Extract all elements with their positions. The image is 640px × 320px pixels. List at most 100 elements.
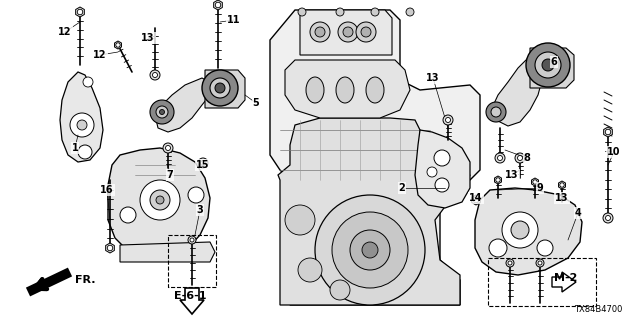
Circle shape (605, 129, 611, 135)
Text: 13: 13 (505, 170, 519, 180)
Polygon shape (472, 195, 481, 205)
Circle shape (150, 190, 170, 210)
Circle shape (315, 195, 425, 305)
Circle shape (156, 106, 168, 118)
Circle shape (356, 22, 376, 42)
Circle shape (156, 196, 164, 204)
Circle shape (361, 27, 371, 37)
Circle shape (532, 180, 537, 184)
Circle shape (108, 245, 113, 251)
Text: FR.: FR. (75, 275, 95, 285)
Text: 6: 6 (550, 57, 557, 67)
Text: 16: 16 (100, 185, 114, 195)
Text: 14: 14 (469, 193, 483, 203)
Circle shape (330, 280, 350, 300)
Circle shape (188, 236, 196, 244)
Circle shape (603, 213, 613, 223)
Text: 12: 12 (93, 50, 107, 60)
Polygon shape (214, 0, 222, 10)
Text: 8: 8 (524, 153, 531, 163)
Circle shape (159, 109, 164, 115)
Circle shape (116, 43, 120, 47)
Circle shape (336, 8, 344, 16)
Circle shape (152, 73, 157, 77)
Polygon shape (475, 188, 582, 275)
Circle shape (83, 77, 93, 87)
Text: 2: 2 (399, 183, 405, 193)
Circle shape (537, 240, 553, 256)
Circle shape (473, 197, 479, 203)
Circle shape (427, 167, 437, 177)
Polygon shape (559, 181, 566, 189)
Text: 13: 13 (556, 193, 569, 203)
Circle shape (535, 52, 561, 78)
Circle shape (298, 8, 306, 16)
Text: 13: 13 (141, 33, 155, 43)
Text: 11: 11 (227, 15, 241, 25)
Text: E-6-1: E-6-1 (173, 291, 206, 301)
Circle shape (496, 178, 500, 182)
Circle shape (350, 230, 390, 270)
Circle shape (150, 70, 160, 80)
Circle shape (200, 161, 205, 165)
Polygon shape (552, 272, 576, 292)
Circle shape (406, 8, 414, 16)
Circle shape (506, 259, 514, 267)
Polygon shape (604, 127, 612, 137)
Ellipse shape (306, 77, 324, 103)
Circle shape (497, 156, 502, 161)
Circle shape (486, 102, 506, 122)
Circle shape (70, 113, 94, 137)
Circle shape (215, 83, 225, 93)
Bar (168, 235, 216, 287)
Circle shape (518, 156, 522, 161)
Text: 5: 5 (253, 98, 259, 108)
Circle shape (77, 9, 83, 15)
Text: TX84B4700: TX84B4700 (574, 306, 622, 315)
Polygon shape (180, 288, 204, 314)
Polygon shape (60, 72, 103, 162)
Circle shape (362, 242, 378, 258)
Circle shape (140, 180, 180, 220)
Circle shape (542, 59, 554, 71)
Text: 15: 15 (196, 160, 210, 170)
Polygon shape (495, 176, 502, 184)
Polygon shape (106, 243, 115, 253)
Polygon shape (530, 48, 574, 88)
Circle shape (536, 259, 544, 267)
Polygon shape (155, 78, 215, 132)
Circle shape (120, 207, 136, 223)
Circle shape (435, 178, 449, 192)
Circle shape (190, 238, 194, 242)
Circle shape (343, 27, 353, 37)
Circle shape (150, 100, 174, 124)
Circle shape (508, 261, 512, 265)
Ellipse shape (366, 77, 384, 103)
Circle shape (332, 212, 408, 288)
Circle shape (515, 153, 525, 163)
Circle shape (77, 120, 87, 130)
Text: 7: 7 (166, 170, 173, 180)
Circle shape (310, 22, 330, 42)
Circle shape (166, 146, 170, 150)
Polygon shape (115, 41, 122, 49)
Polygon shape (300, 10, 392, 55)
Text: 9: 9 (536, 183, 543, 193)
Bar (488, 258, 596, 306)
Polygon shape (120, 242, 215, 262)
Polygon shape (492, 58, 542, 126)
Polygon shape (532, 178, 538, 186)
Circle shape (338, 22, 358, 42)
Text: 4: 4 (575, 208, 581, 218)
Circle shape (202, 70, 238, 106)
Polygon shape (108, 148, 210, 255)
Circle shape (495, 153, 505, 163)
Text: 13: 13 (426, 73, 440, 83)
Circle shape (489, 239, 507, 257)
Circle shape (188, 187, 204, 203)
Polygon shape (415, 130, 470, 208)
Circle shape (491, 107, 501, 117)
Text: 3: 3 (196, 205, 204, 215)
Polygon shape (278, 118, 470, 305)
Text: M-2: M-2 (554, 273, 578, 283)
